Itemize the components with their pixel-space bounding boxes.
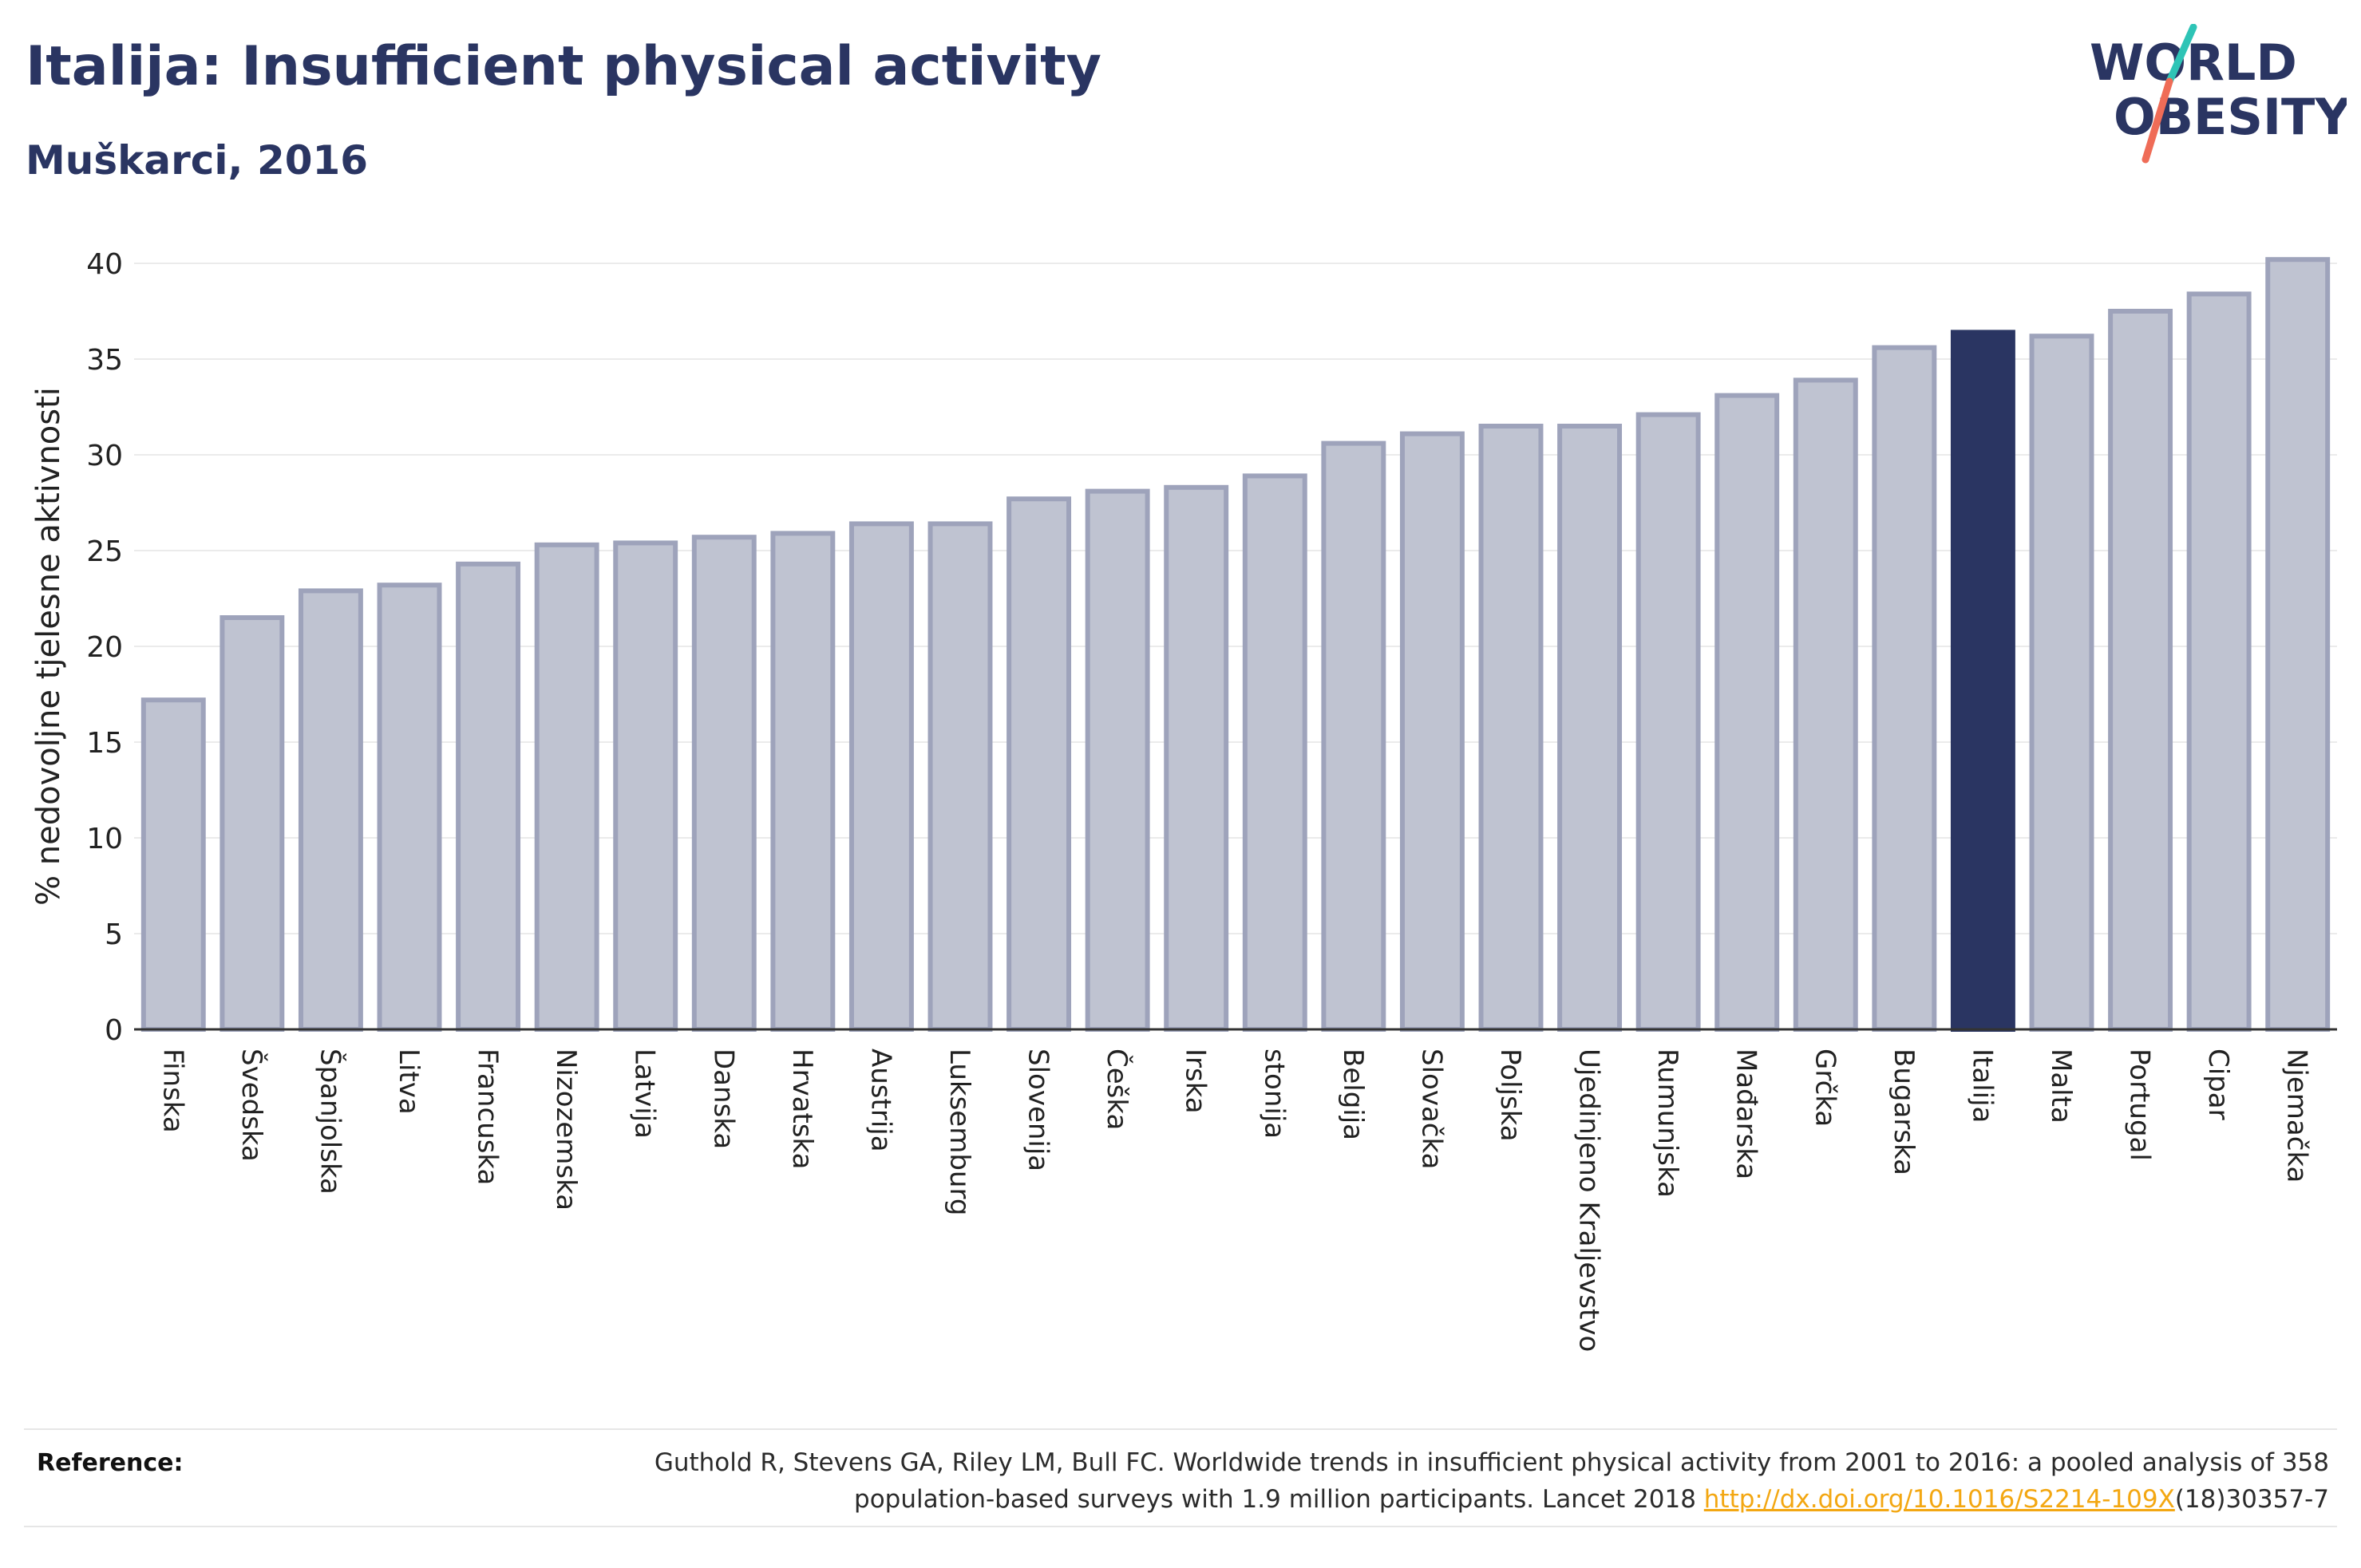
bar <box>2265 257 2331 1032</box>
x-tick-label: Slovačka <box>1415 1049 1447 1169</box>
y-tick-label: 40 <box>86 248 123 281</box>
x-tick-label: Grčka <box>1809 1049 1841 1127</box>
bar <box>691 535 757 1032</box>
x-tick-label: Nizozemska <box>550 1049 582 1211</box>
bar <box>298 588 363 1032</box>
y-tick-label: 5 <box>105 918 123 951</box>
x-tick-label: Bugarska <box>1888 1049 1920 1175</box>
x-tick-label: Latvija <box>629 1049 661 1139</box>
x-tick-label: Portugal <box>2124 1049 2156 1161</box>
bar <box>927 521 993 1032</box>
bar <box>1872 345 1937 1033</box>
x-tick-label: Njemačka <box>2281 1049 2313 1183</box>
x-tick-label: Švedska <box>235 1049 268 1162</box>
bar <box>1085 488 1150 1032</box>
bar <box>1321 440 1386 1032</box>
bar <box>534 542 599 1032</box>
bar <box>1635 412 1701 1032</box>
x-tick-label: Mađarska <box>1730 1049 1762 1179</box>
x-tick-label: stonija <box>1258 1049 1290 1139</box>
bar <box>1714 393 1780 1033</box>
bar <box>377 583 442 1032</box>
bar <box>1164 484 1229 1032</box>
world-obesity-logo: WORLD OBESITY <box>2090 24 2347 164</box>
x-tick-label: Belgija <box>1337 1049 1369 1140</box>
bar-chart: 0 5 10 15 20 25 30 35 40 % nedovoljne tjelesne ak… <box>30 248 2337 1352</box>
divider-bottom <box>24 1526 2337 1527</box>
bar <box>1557 424 1623 1032</box>
y-tick-label: 35 <box>86 344 123 377</box>
bar <box>140 697 206 1032</box>
bar <box>456 561 521 1032</box>
bar <box>1478 424 1544 1032</box>
x-tick-label: Irska <box>1180 1049 1212 1114</box>
x-tick-label: Italija <box>1966 1049 1998 1123</box>
reference-label: Reference: <box>37 1449 184 1477</box>
y-axis-label: % nedovoljne tjelesne aktivnosti <box>30 387 67 906</box>
y-tick-label: 15 <box>86 727 123 760</box>
bar <box>1242 473 1307 1032</box>
x-tick-label: Austrija <box>864 1049 896 1152</box>
bar <box>2029 334 2094 1032</box>
x-tick-label: Poljska <box>1494 1049 1526 1142</box>
bar <box>613 540 678 1032</box>
x-tick-label: Francuska <box>472 1049 504 1185</box>
logo-slash-bottom <box>2142 77 2173 164</box>
x-tick-label: Slovenija <box>1022 1049 1054 1171</box>
x-tick-label: Danska <box>707 1049 739 1149</box>
y-tick-label: 0 <box>105 1014 123 1047</box>
reference-link[interactable]: http://dx.doi.org/10.1016/S2214-109X <box>1703 1485 2175 1514</box>
x-tick-label: Finska <box>156 1049 188 1133</box>
x-tick-label: Litva <box>393 1049 425 1115</box>
logo-slash-top <box>2165 24 2197 85</box>
reference-line2-end: (18)30357-7 <box>2174 1485 2329 1514</box>
y-tick-label: 25 <box>86 535 123 568</box>
reference-line1: Guthold R, Stevens GA, Riley LM, Bull FC… <box>654 1448 2329 1477</box>
page-subtitle: Muškarci, 2016 <box>26 137 369 184</box>
bar <box>2186 291 2252 1032</box>
bar <box>219 615 285 1032</box>
y-tick-label: 10 <box>86 823 123 855</box>
y-tick-label: 20 <box>86 631 123 664</box>
bar <box>1399 431 1465 1032</box>
divider-top <box>24 1428 2337 1430</box>
x-tick-label: Cipar <box>2202 1049 2234 1120</box>
bar <box>2108 309 2173 1032</box>
reference-line2: population-based surveys with 1.9 millio… <box>854 1485 1704 1514</box>
x-tick-label: Španjolska <box>314 1049 346 1195</box>
x-tick-label: Češka <box>1101 1049 1133 1130</box>
reference-text: Guthold R, Stevens GA, Riley LM, Bull FC… <box>573 1444 2329 1518</box>
bar-highlighted <box>1950 330 2015 1032</box>
x-tick-label: Rumunjska <box>1651 1049 1683 1198</box>
x-tick-label: Hrvatska <box>786 1049 818 1169</box>
bar <box>1006 496 1072 1032</box>
y-tick-label: 30 <box>86 440 123 472</box>
bar <box>770 531 836 1032</box>
bar <box>848 521 914 1032</box>
x-tick-label: Malta <box>2045 1049 2077 1124</box>
bar <box>1793 377 1858 1032</box>
page-title: Italija: Insufficient physical activity <box>26 35 1101 98</box>
x-tick-label: Luksemburg <box>943 1049 975 1215</box>
logo-line1: WORLD <box>2090 34 2297 92</box>
x-tick-label: Ujedinjeno Kraljevstvo <box>1573 1049 1605 1352</box>
